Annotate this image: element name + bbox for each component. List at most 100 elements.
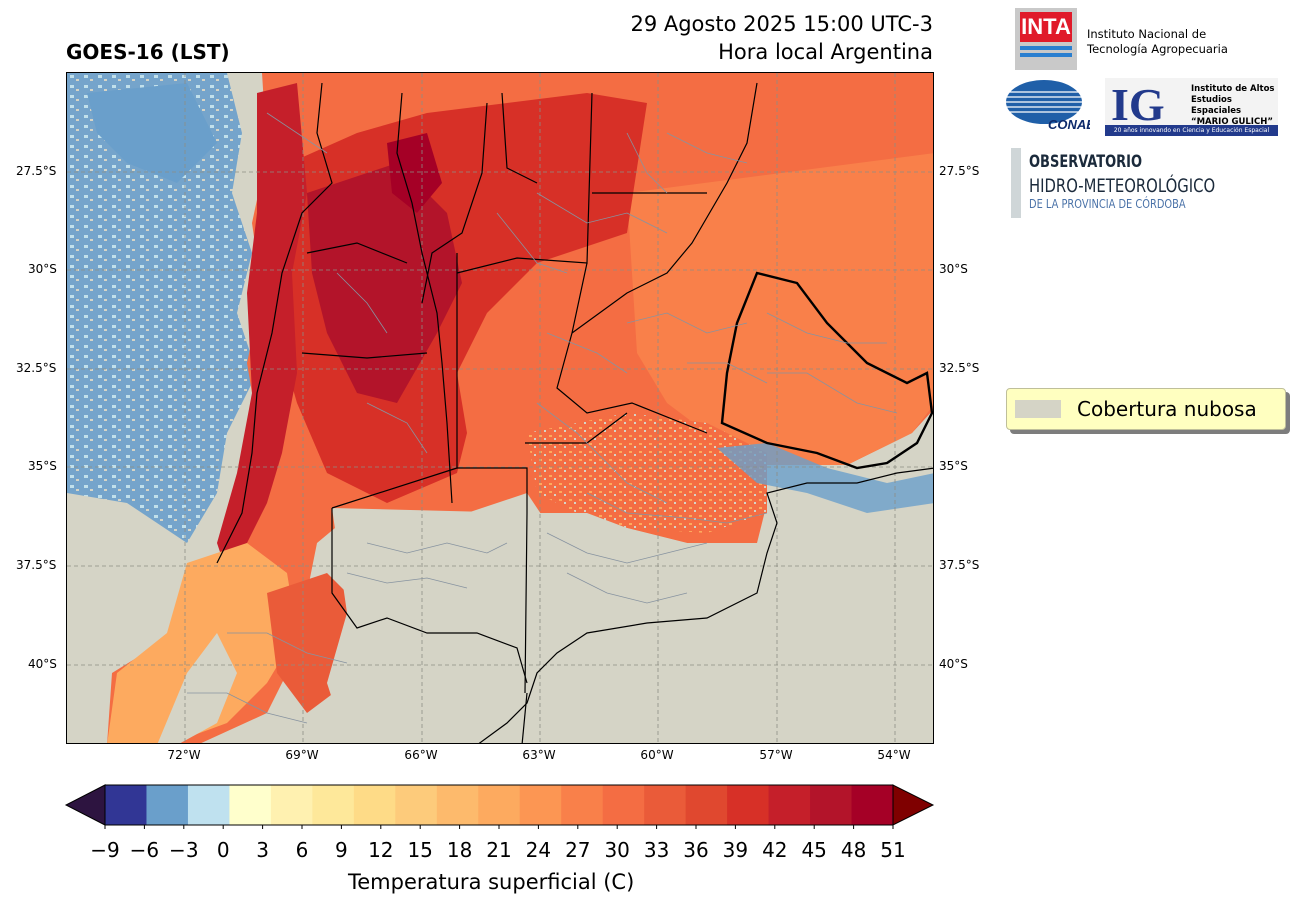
conae-logo-text: CONAE <box>1048 117 1090 132</box>
colorbar-segment <box>727 785 770 825</box>
ig-name-line2: Estudios Espaciales <box>1191 95 1242 116</box>
colorbar-tick-label: 15 <box>407 838 433 862</box>
colorbar-tick-label: −3 <box>169 838 199 862</box>
colorbar-tick-label: 21 <box>486 838 512 862</box>
lat-label-left: 27.5°S <box>16 164 57 178</box>
andes-strip <box>217 83 307 573</box>
cold-region-west <box>67 73 257 543</box>
colorbar-tick-label: 48 <box>840 838 867 862</box>
colorbar-segment <box>353 785 396 825</box>
observatorio-logo-bar <box>1011 148 1021 218</box>
observatorio-line1: OBSERVATORIO <box>1029 152 1143 172</box>
temperature-map <box>66 72 934 744</box>
inta-name-line1: Instituto Nacional de <box>1087 27 1207 41</box>
colorbar-segment <box>312 785 355 825</box>
colorbar-segment <box>685 785 728 825</box>
ig-name-line1: Instituto de Altos <box>1191 84 1275 94</box>
cloud-patch-sw <box>157 633 237 743</box>
colorbar-segment <box>229 785 272 825</box>
lat-label-right: 40°S <box>939 657 968 671</box>
colorbar-segment <box>478 785 521 825</box>
colorbar-segment <box>768 785 811 825</box>
colorbar-segment <box>519 785 562 825</box>
colorbar-segment <box>602 785 645 825</box>
inta-logo-bar <box>1020 53 1072 57</box>
lat-label-left: 37.5°S <box>16 558 57 572</box>
colorbar-tick-label: 36 <box>683 838 709 862</box>
lat-label-right: 27.5°S <box>939 164 980 178</box>
inta-name-line2: Tecnología Agropecuaria <box>1087 42 1228 56</box>
lon-label: 66°W <box>404 748 438 762</box>
colorbar-segment <box>644 785 687 825</box>
colorbar-tick-label: 39 <box>722 838 749 862</box>
colorbar-segment <box>810 785 853 825</box>
colorbar-tick-label: 6 <box>295 838 309 862</box>
colorbar-tick-label: 30 <box>604 838 630 862</box>
colorbar-segment <box>187 785 230 825</box>
map-canvas <box>67 73 933 743</box>
lat-label-left: 35°S <box>28 459 57 473</box>
colorbar <box>64 784 935 829</box>
ig-name-line3: “MARIO GULICH” <box>1191 117 1273 127</box>
cold-region-north <box>87 83 217 183</box>
gridlines <box>67 73 933 743</box>
colorbar-tick-label: 51 <box>880 838 906 862</box>
atlantic-coastline <box>478 467 933 743</box>
hottest-core <box>307 163 462 403</box>
inta-logo-bar <box>1020 46 1072 50</box>
lat-label-right: 37.5°S <box>939 558 980 572</box>
lat-label-right: 35°S <box>939 459 968 473</box>
warm-field-east <box>627 153 933 465</box>
date-time-label: 29 Agosto 2025 15:00 UTC-3 <box>630 12 933 36</box>
hottest-core-north <box>387 133 442 213</box>
observatorio-line2: HIDRO-METEOROLÓGICO <box>1029 175 1216 197</box>
ig-tagline: 20 años innovando en Ciencia y Educación… <box>1105 125 1278 136</box>
lat-label-right: 30°S <box>939 262 968 276</box>
inta-logo-mark: INTA <box>1020 12 1072 42</box>
local-time-label: Hora local Argentina <box>718 40 933 64</box>
lon-label: 72°W <box>167 748 201 762</box>
observatorio-line3: DE LA PROVINCIA DE CÓRDOBA <box>1029 197 1186 211</box>
lon-label: 54°W <box>877 748 911 762</box>
lon-label: 63°W <box>522 748 556 762</box>
ig-logo: IG Instituto de Altos Estudios Espaciale… <box>1105 78 1278 136</box>
colorbar-segment <box>146 785 189 825</box>
colorbar-tick-label: 45 <box>801 838 827 862</box>
river-plate <box>717 443 933 513</box>
ig-logo-mark: IG <box>1111 79 1165 130</box>
colorbar-tick-label: 12 <box>368 838 394 862</box>
colorbar-tick-label: 33 <box>643 838 670 862</box>
colorbar-segment <box>851 785 894 825</box>
lat-label-left: 30°S <box>28 262 57 276</box>
colorbar-tick-label: −6 <box>129 838 160 862</box>
colorbar-segment <box>436 785 479 825</box>
warm-south-west <box>107 543 297 743</box>
colorbar-segment <box>105 785 147 825</box>
colorbar-tick-label: 42 <box>762 838 788 862</box>
colorbar-tick-label: 27 <box>565 838 591 862</box>
conae-logo: CONAE <box>1006 80 1090 132</box>
inta-logo: INTA <box>1015 8 1077 70</box>
colorbar-segment <box>561 785 604 825</box>
lon-label: 60°W <box>640 748 674 762</box>
lat-label-right: 32.5°S <box>939 361 980 375</box>
lat-label-left: 40°S <box>28 657 57 671</box>
colorbar-segment <box>270 785 313 825</box>
lat-label-left: 32.5°S <box>16 361 57 375</box>
colorbar-tick-label: 3 <box>256 838 269 862</box>
colorbar-tick-label: −9 <box>90 838 120 862</box>
colorbar-label: Temperatura superficial (C) <box>348 870 635 894</box>
colorbar-tick-label: 24 <box>525 838 552 862</box>
colorbar-tick-label: 9 <box>335 838 348 862</box>
lon-label: 69°W <box>285 748 319 762</box>
colorbar-tick-label: 0 <box>216 838 230 862</box>
cloud-patch-south <box>327 508 782 743</box>
colorbar-segment <box>395 785 438 825</box>
colorbar-tick-label: 18 <box>446 838 473 862</box>
lon-label: 57°W <box>759 748 793 762</box>
ig-name: Instituto de Altos Estudios Espaciales “… <box>1191 84 1278 128</box>
cloud-legend-swatch <box>1015 400 1061 418</box>
map-title: GOES-16 (LST) <box>66 40 230 64</box>
colorbar-over-arrow <box>892 784 935 826</box>
cloud-legend: Cobertura nubosa <box>1006 388 1286 430</box>
